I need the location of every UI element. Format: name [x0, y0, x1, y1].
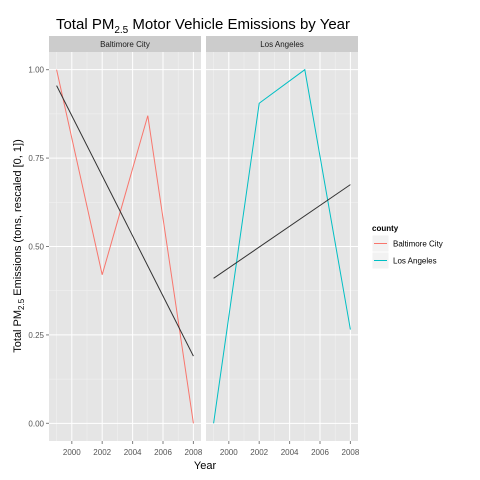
legend-label: Baltimore City: [393, 240, 443, 249]
panel-los-angeles: Los Angeles: [206, 36, 358, 441]
legend-label: Los Angeles: [393, 257, 437, 266]
y-tick-label: 0.75: [28, 154, 44, 163]
x-axis-ticks: 2000 2002 2004 2006 2008 2000 2002 2004 2006 2008: [63, 441, 360, 457]
x-tick-label: 2000: [63, 448, 81, 457]
x-tick-label: 2008: [342, 448, 360, 457]
trend-line: [56, 85, 194, 357]
legend-item: Baltimore City: [371, 234, 443, 253]
facet-strip-label: Los Angeles: [260, 40, 304, 49]
trend-line: [213, 184, 351, 279]
x-tick-label: 2002: [250, 448, 268, 457]
x-tick-label: 2006: [154, 448, 172, 457]
x-tick-label: 2004: [281, 448, 299, 457]
panels: Baltimore City Los Angeles: [49, 36, 358, 441]
y-tick-label: 1.00: [28, 66, 44, 75]
panel-baltimore-city: Baltimore City: [49, 36, 201, 441]
facet-strip-label: Baltimore City: [100, 40, 150, 49]
chart-title: Total PM2.5 Motor Vehicle Emissions by Y…: [56, 16, 350, 36]
y-tick-label: 0.50: [28, 243, 44, 252]
facet-strip: [206, 36, 358, 52]
x-tick-label: 2002: [93, 448, 111, 457]
chart-title-subscript: 2.5: [114, 25, 128, 36]
y-tick-label: 0.25: [28, 331, 44, 340]
y-axis-title-subscript: 2.5: [17, 298, 26, 310]
series-line: [56, 69, 194, 424]
facet-strip: [49, 36, 201, 52]
x-tick-label: 2000: [220, 448, 238, 457]
x-tick-label: 2008: [185, 448, 203, 457]
y-axis-ticks: 0.00 0.25 0.50 0.75 1.00: [28, 66, 49, 428]
legend-item: Los Angeles: [371, 251, 437, 270]
x-axis-title: Year: [194, 460, 217, 472]
y-axis-title: Total PM2.5 Emissions (tons, rescaled [0…: [12, 139, 26, 352]
legend-title: county: [372, 224, 399, 233]
y-tick-label: 0.00: [28, 419, 44, 428]
x-tick-label: 2006: [311, 448, 329, 457]
x-tick-label: 2004: [124, 448, 142, 457]
legend: county Baltimore City Los Angeles: [371, 224, 443, 270]
